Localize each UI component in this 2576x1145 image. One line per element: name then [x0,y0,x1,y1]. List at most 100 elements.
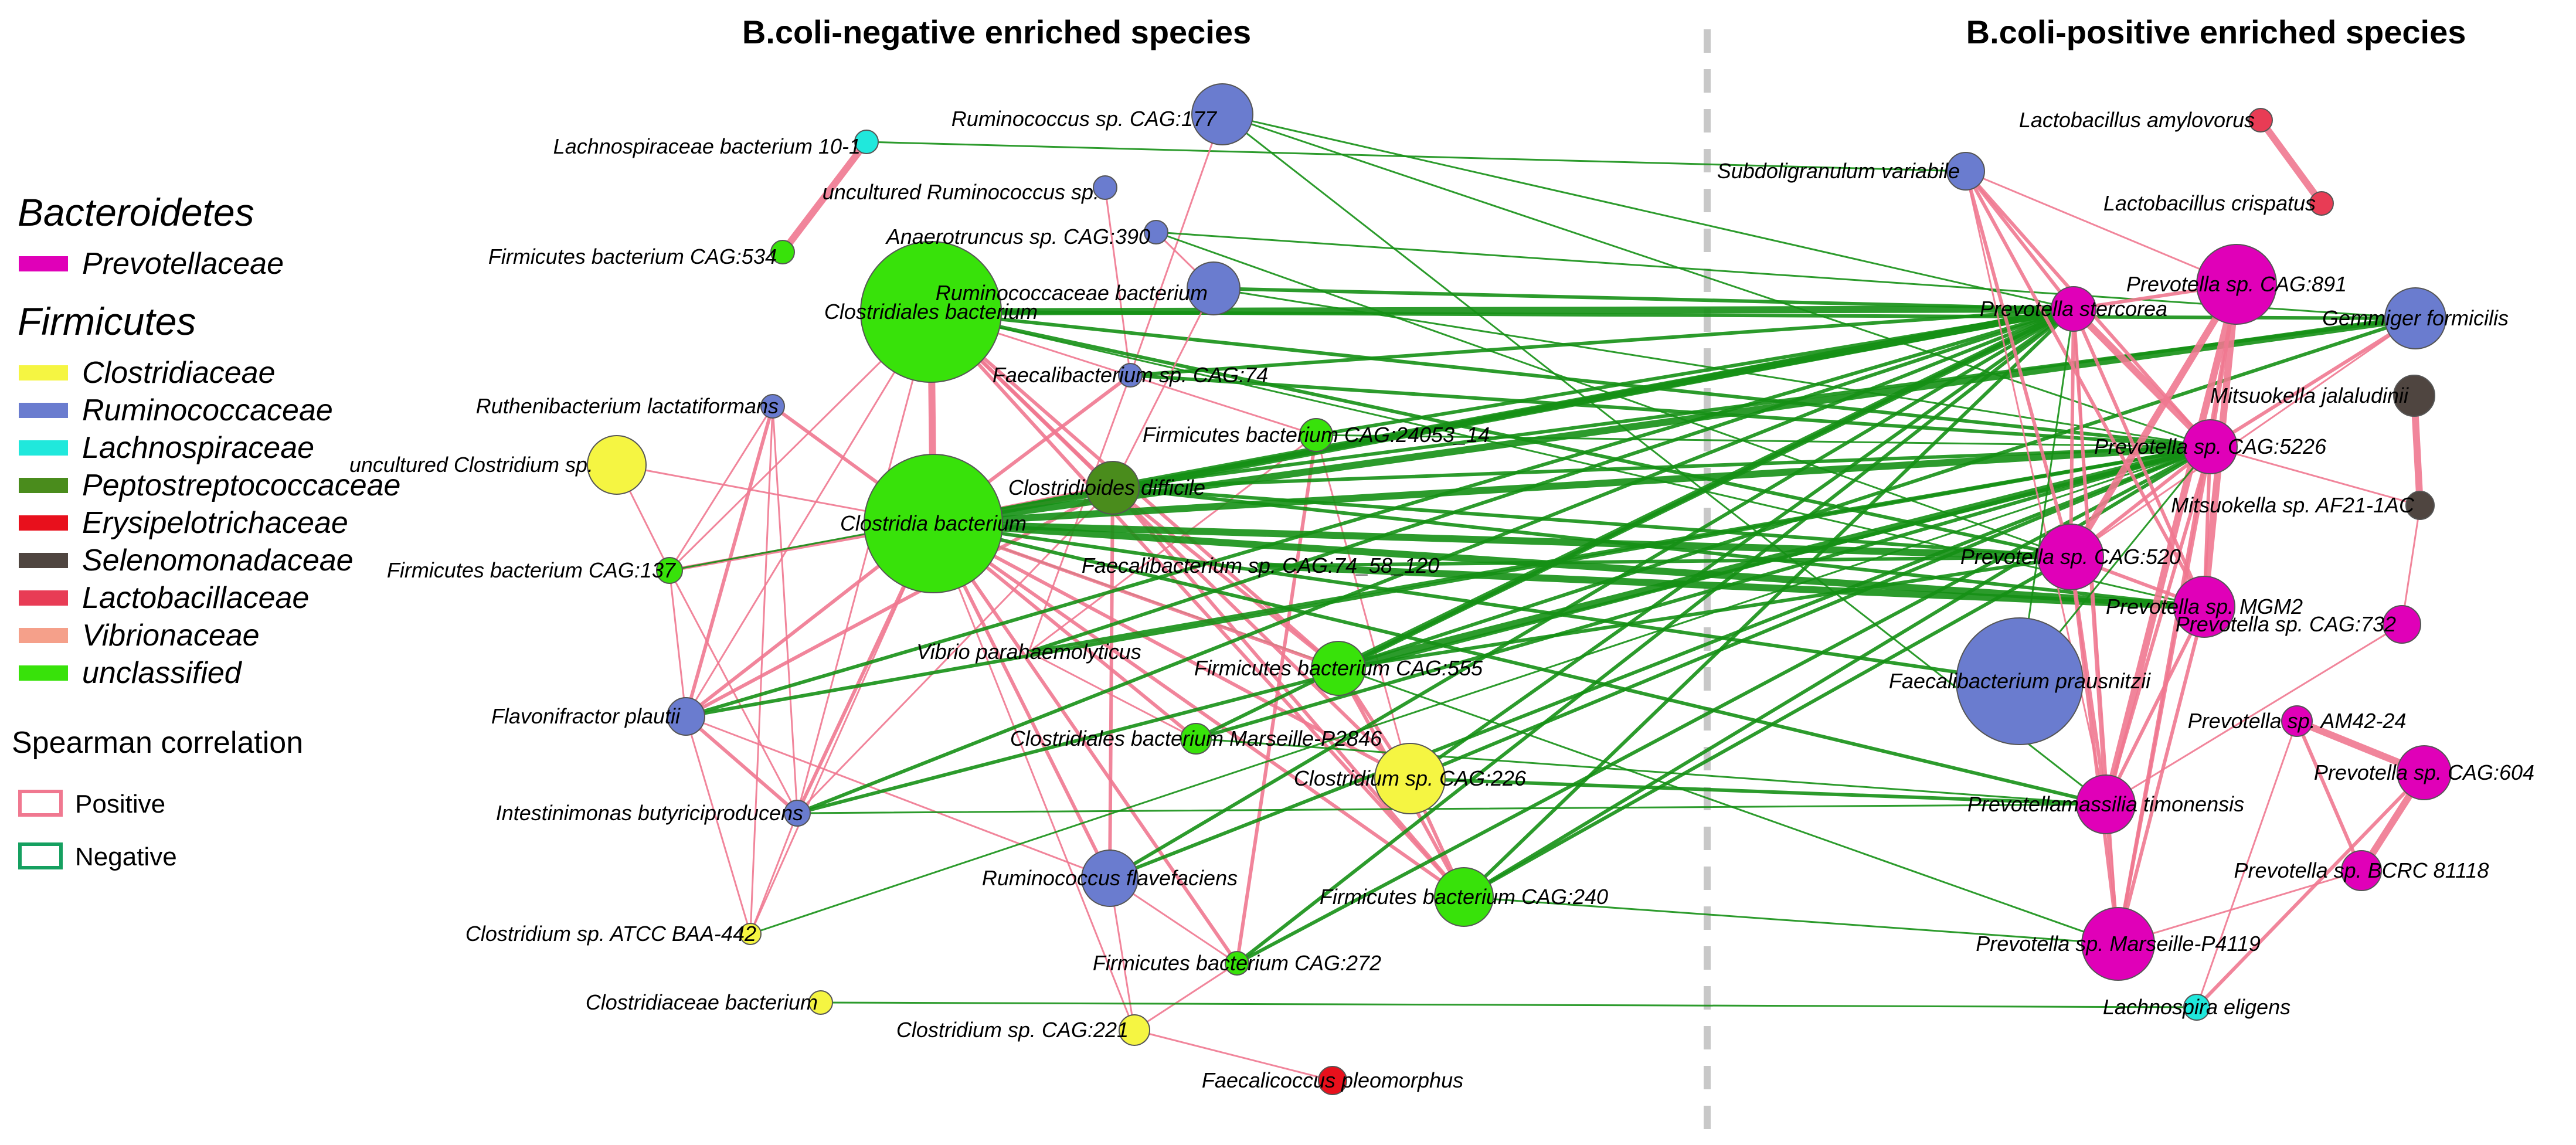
edge-positive [1111,486,1340,670]
node-mitsj [2393,375,2435,417]
node-clbacteae [808,990,833,1015]
edge-positive [685,715,1111,879]
node-gemm [2384,287,2446,349]
edge-positive [1133,962,1238,1031]
edge-negative [1111,445,2212,490]
nodes [587,83,2452,1095]
legend-family-vibrionaceae: Vibrionaceae [82,619,260,653]
edge-negative [1212,287,2075,311]
node-label-cdiff: Clostridioides difficile [1008,475,1205,500]
node-clostridia [864,454,1003,593]
legend-swatch-prevotellaceae [19,256,68,271]
title-positive-enriched: B.coli-positive enriched species [1966,13,2466,50]
edge-negative [1337,555,2072,670]
node-fir240 [1434,867,1494,927]
node-anaero [1144,220,1168,244]
node-label-prevmgm2: Prevotella sp. MGM2 [2106,594,2303,619]
node-label-subdol: Subdoligranulum variabile [1717,159,1960,183]
edge-positive [2069,555,2120,946]
edge-negative [865,141,1967,172]
node-faecalic [1318,1066,1347,1095]
node-fir272 [1225,951,1249,976]
edge-positive [1028,651,1197,740]
node-label-lactamy: Lactobacillus amylovorus [2019,108,2255,132]
edge-negative [796,803,2107,814]
edge-positive [796,311,932,814]
node-flavo [667,697,705,736]
edge-positive [2401,504,2421,626]
node-label-unclos: uncultured Clostridium sp. [349,453,593,477]
legend-family-clostridiaceae: Clostridiaceae [82,356,276,390]
node-label-clmars: Clostridiales bacterium Marseille-P2846 [1010,726,1382,750]
node-prev604 [2397,745,2452,800]
node-faepraus [1956,617,2084,745]
title-negative-enriched: B.coli-negative enriched species [742,13,1251,50]
edge-positive [684,715,799,815]
legend: Bacteroidetes Prevotellaceae Firmicutes Clo… [12,191,400,871]
node-rumbac [1187,261,1241,315]
node-label-fir534: Firmicutes bacterium CAG:534 [488,244,777,269]
node-labels: Lachnospiraceae bacterium 10-1 Ruminococc… [349,107,2534,1092]
legend-family-peptostreptococcaceae: Peptostreptococcaceae [82,468,400,502]
edge-negative [796,307,2075,815]
edge-positive [2257,117,2325,207]
edge-positive [2208,317,2417,449]
node-rum177 [1191,83,1253,145]
node-label-prevmass: Prevotellamassilia timonensis [1967,792,2244,816]
node-label-unrum: uncultured Ruminococcus sp. [823,180,1099,204]
node-fae74 [1118,363,1143,388]
edge-positive [2104,605,2206,806]
edge-negative [1462,307,2075,899]
node-label-prev520: Prevotella sp. CAG:520 [1960,545,2181,569]
edge-positive [2072,308,2119,945]
node-lactcri [2309,191,2334,216]
legend-family-ruminococcaceae: Ruminococcaceae [82,393,333,427]
edge-positive [2069,317,2417,558]
node-label-prevbcrc: Prevotella sp. BCRC 81118 [2234,858,2489,882]
node-prev891 [2196,244,2277,325]
edge-positive [2117,869,2363,945]
edge-negative [1129,373,2212,449]
edge-negative [1129,307,2075,377]
node-label-clos226: Clostridium sp. CAG:226 [1294,766,1527,790]
node-label-vibrio: Vibrio parahaemolyticus [916,640,1141,664]
edge-positive [2196,720,2298,1008]
node-label-lactcri: Lactobacillus crispatus [2103,191,2316,215]
edge-positive [929,310,1466,899]
node-label-flavo: Flavonifractor plautii [491,704,681,728]
node-label-prevam42: Prevotella sp. AM42-24 [2188,709,2407,733]
node-label-clostridia: Clostridia bacterium [840,511,1027,535]
edge-positive [1964,169,2075,311]
edge-positive [685,311,932,718]
node-label-gemm: Gemmiger formicilis [2322,306,2509,330]
node-prevmgm2 [2173,576,2235,638]
node-label-closatcc: Clostridium sp. ATCC BAA-442 [465,922,756,946]
node-clos226 [1374,743,1446,814]
node-label-fir24053: Firmicutes bacterium CAG:24053_14 [1143,423,1490,447]
edge-negative [684,445,2212,718]
node-label-prev604: Prevotella sp. CAG:604 [2314,760,2534,784]
edge-negative [1408,777,2108,806]
edge-positive [1133,1029,1334,1082]
node-prev732 [2383,605,2421,644]
edge-positive [932,522,1340,670]
node-fir137 [656,557,683,584]
legend-swatch-clostridiaceae [19,365,68,380]
node-subdol [1946,152,1985,191]
node-label-fir555: Firmicutes bacterium CAG:555 [1194,656,1483,680]
edge-positive [749,405,774,935]
node-label-ruthen: Ruthenibacterium lactatiformans [476,394,779,418]
node-label-prevp4119: Prevotella sp. Marseille-P4119 [1976,932,2261,956]
node-prev5226 [2183,419,2238,474]
node-label-mitsj: Mitsuokella jalaludinii [2210,383,2409,407]
node-label-fae74: Faecalibacterium sp. CAG:74 [993,363,1268,387]
legend-swatch-selenomonadaceae [19,553,68,568]
node-label-intes: Intestinimonas butyriciproducens [496,801,803,825]
node-fir555 [1311,641,1366,696]
edge-negative [796,445,2212,815]
edge-positive [1028,434,1317,653]
edge-positive [749,522,934,935]
node-unclos [587,435,647,495]
legend-family-prevotellaceae: Prevotellaceae [82,247,284,281]
edge-positive [2116,605,2206,946]
